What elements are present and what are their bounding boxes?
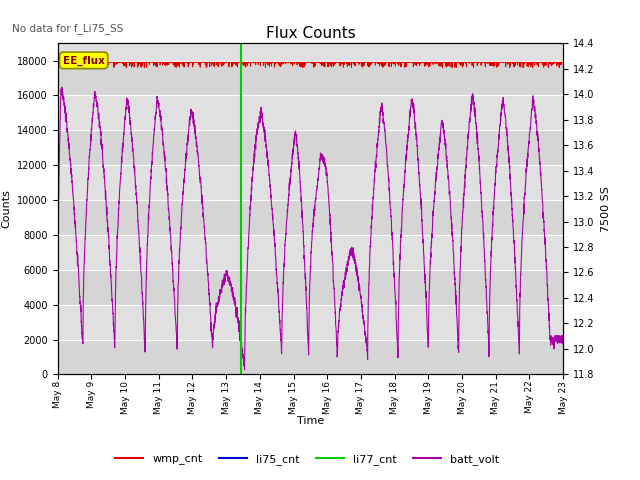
Bar xyxy=(58,60,563,96)
Bar xyxy=(58,270,563,305)
Bar xyxy=(58,131,563,165)
Title: Flux Counts: Flux Counts xyxy=(266,25,355,41)
Y-axis label: 7500 SS: 7500 SS xyxy=(602,186,611,232)
Text: No data for f_Li75_SS: No data for f_Li75_SS xyxy=(12,24,124,34)
Legend: wmp_cnt, li75_cnt, li77_cnt, batt_volt: wmp_cnt, li75_cnt, li77_cnt, batt_volt xyxy=(111,450,503,469)
Y-axis label: Counts: Counts xyxy=(1,190,12,228)
Bar xyxy=(58,200,563,235)
Bar xyxy=(58,339,563,374)
X-axis label: Time: Time xyxy=(297,417,324,426)
Text: EE_flux: EE_flux xyxy=(63,55,104,65)
